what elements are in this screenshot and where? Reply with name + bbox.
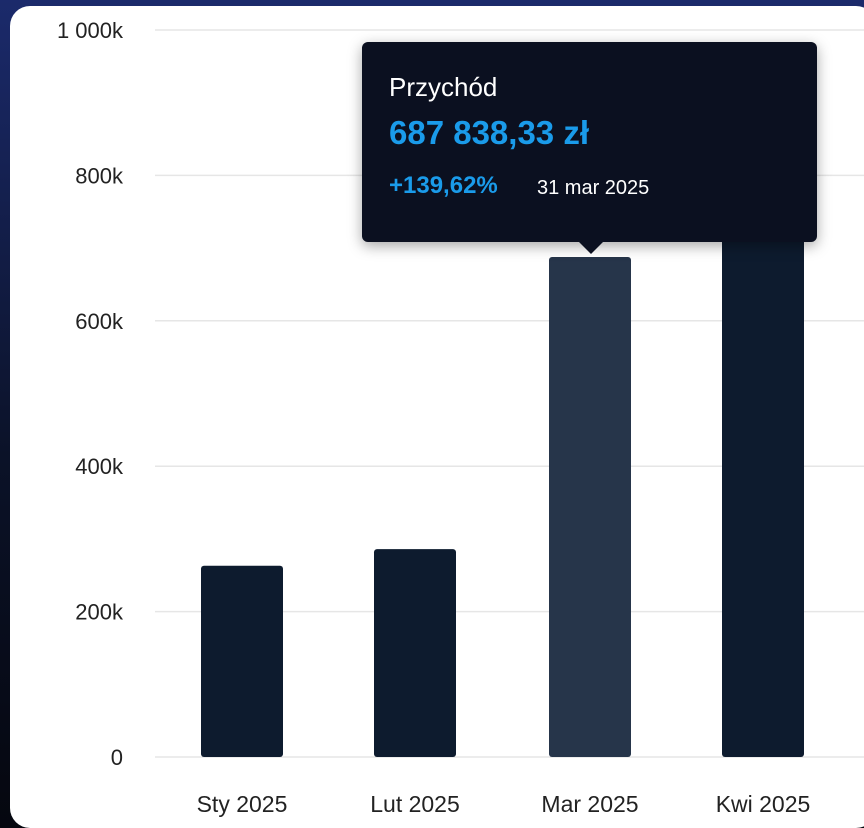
tooltip-label: Przychód [389, 72, 498, 102]
y-tick-label: 0 [111, 745, 123, 770]
y-tick-label: 1 000k [57, 18, 124, 43]
tooltip-value: 687 838,33 zł [389, 114, 589, 151]
x-tick-label: Lut 2025 [370, 791, 460, 817]
y-axis-ticks: 0 200k 400k 600k 800k 1 000k [57, 18, 124, 770]
y-tick-label: 200k [75, 600, 124, 625]
tooltip-change: +139,62% [389, 172, 498, 199]
bar-lut-2025[interactable] [374, 549, 456, 757]
bar-sty-2025[interactable] [201, 565, 283, 757]
x-tick-label: Kwi 2025 [716, 791, 811, 817]
y-tick-label: 600k [75, 309, 124, 334]
y-tick-label: 400k [75, 454, 124, 479]
tooltip-date: 31 mar 2025 [537, 177, 650, 199]
tooltip-arrow [578, 241, 604, 254]
bar-mar-2025[interactable] [549, 256, 631, 757]
x-tick-label: Sty 2025 [197, 791, 288, 817]
x-axis-labels: Sty 2025 Lut 2025 Mar 2025 Kwi 2025 [197, 791, 811, 817]
bar-tooltip: Przychód 687 838,33 zł +139,62% 31 mar 2… [362, 42, 817, 254]
bars [201, 146, 804, 757]
bar-kwi-2025[interactable] [722, 146, 804, 757]
y-tick-label: 800k [75, 163, 124, 188]
x-tick-label: Mar 2025 [541, 791, 638, 817]
